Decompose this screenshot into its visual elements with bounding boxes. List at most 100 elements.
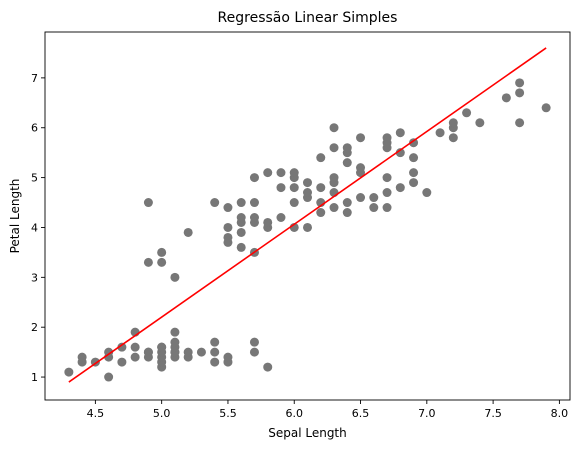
data-point [382,188,392,198]
data-point [303,178,312,188]
data-point [435,128,445,138]
data-point [501,93,511,103]
x-tick-label: 6.0 [285,407,303,420]
data-point [289,183,299,193]
data-point [303,188,312,198]
data-point [143,257,153,267]
x-axis-ticks: 4.5 5.0 5.5 6.0 6.5 7.0 7.5 8.0 [87,400,569,420]
data-point [210,357,220,367]
data-point [223,352,233,362]
data-point [104,372,114,382]
y-tick-label: 7 [31,72,38,85]
data-point [382,133,392,143]
data-point [409,138,419,148]
data-point [143,347,153,357]
data-point [541,103,551,113]
data-point [515,88,525,98]
data-point [382,203,392,213]
data-point [223,222,233,232]
y-tick-label: 3 [31,271,38,284]
data-point [409,168,419,178]
data-point [249,198,259,208]
data-point [409,178,419,188]
data-point [263,362,273,372]
data-point [395,148,405,158]
y-tick-label: 2 [31,321,38,334]
data-point [342,208,352,218]
data-point [223,203,233,213]
data-point [395,183,405,193]
data-point [342,143,352,153]
data-point [395,128,405,138]
data-point [236,213,246,222]
data-point [170,337,180,347]
data-point [276,183,286,193]
x-tick-label: 8.0 [551,407,569,420]
data-point [382,173,392,183]
x-tick-label: 5.0 [153,407,171,420]
y-axis-label: Petal Length [8,179,22,254]
data-point [210,198,220,208]
data-point [369,203,379,213]
data-point [276,213,286,222]
data-point [249,173,259,183]
data-point [316,183,326,193]
data-point [356,133,366,143]
data-point [316,208,326,218]
data-point [289,168,299,178]
y-tick-label: 1 [31,371,38,384]
y-tick-label: 6 [31,122,38,135]
data-point [263,217,273,227]
chart-title: Regressão Linear Simples [218,10,398,26]
data-point [515,78,525,88]
data-point [64,367,74,377]
data-point [130,352,140,362]
data-point [448,118,458,128]
data-point [356,193,366,203]
data-point [369,193,379,203]
y-tick-label: 4 [31,221,38,234]
data-point [183,227,193,237]
data-point [342,158,352,168]
data-point [170,327,180,337]
data-point [448,133,458,143]
data-point [462,108,472,118]
data-point [329,123,339,133]
data-point [130,342,140,352]
y-tick-label: 5 [31,172,38,185]
regression-line [68,47,547,383]
data-point [236,242,246,252]
y-axis-ticks: 1 2 3 4 5 6 7 [31,72,45,384]
x-tick-label: 7.0 [418,407,436,420]
data-point [196,347,206,357]
plot-area: 4.5 5.0 5.5 6.0 6.5 7.0 7.5 8.0 1 2 3 4 5 6 7 [31,31,571,420]
data-point [289,198,299,208]
data-point [236,227,246,237]
data-point [303,222,312,232]
data-point [157,247,167,257]
data-point [210,347,220,357]
data-point [263,168,273,178]
data-point [475,118,485,128]
data-point [117,357,127,367]
x-tick-label: 7.5 [484,407,502,420]
data-point [117,342,127,352]
data-point [157,342,167,352]
data-point [329,203,339,213]
data-point [316,153,326,163]
axes-frame [44,31,571,401]
x-axis-label: Sepal Length [268,426,347,440]
data-point [409,153,419,163]
data-point [77,352,87,362]
data-point [515,118,525,128]
data-point [422,188,432,198]
data-point [342,198,352,208]
data-point [170,272,180,282]
data-point [157,257,167,267]
data-point [249,337,259,347]
data-point [249,347,259,357]
data-point [249,213,259,222]
data-point [329,173,339,183]
